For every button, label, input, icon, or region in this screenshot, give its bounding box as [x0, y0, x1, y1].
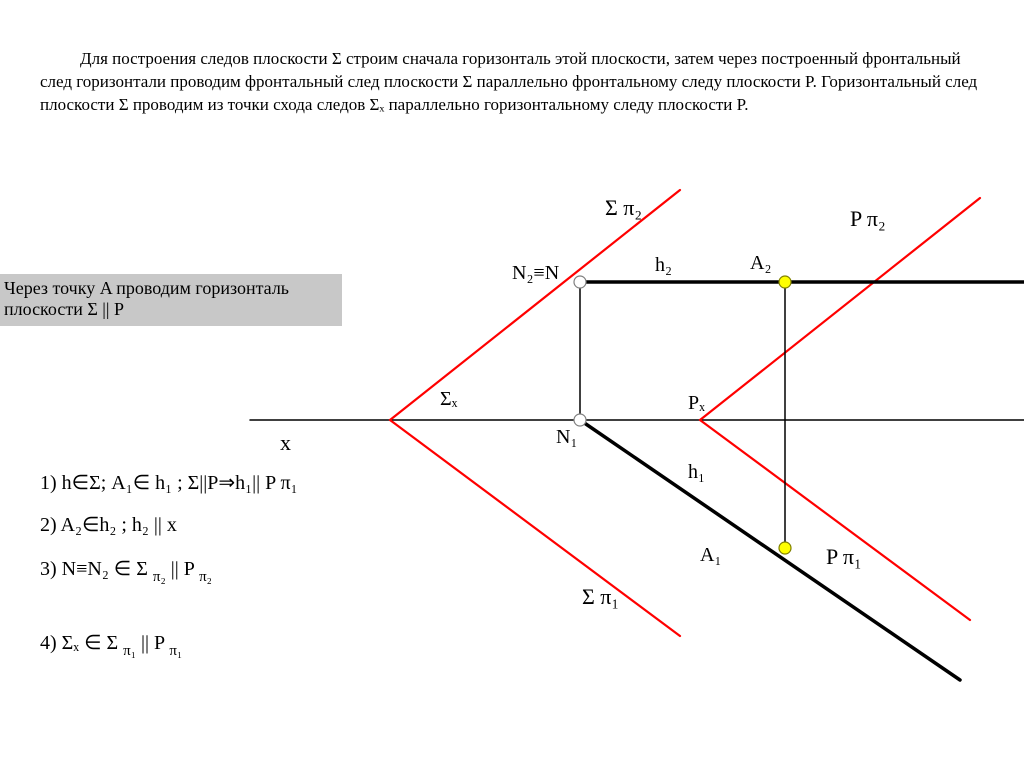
geometry-diagram — [0, 0, 1024, 768]
label-p-pi1: P π₁ — [826, 544, 862, 570]
label-px: Pₓ — [688, 392, 705, 415]
label-h2: h₂ — [655, 254, 672, 277]
label-h1: h₁ — [688, 461, 705, 484]
label-x: x — [280, 430, 291, 456]
label-a1: A₁ — [700, 544, 721, 567]
label-a2: A₂ — [750, 252, 771, 275]
label-n1: N₁ — [556, 426, 577, 449]
label-sigma-pi2: Σ π₂ — [605, 195, 642, 221]
label-p-pi2: P π₂ — [850, 206, 886, 232]
label-sigma-x: Σₓ — [440, 388, 457, 411]
label-n2n: N₂≡N — [512, 262, 559, 285]
label-sigma-pi1: Σ π₁ — [582, 584, 619, 610]
